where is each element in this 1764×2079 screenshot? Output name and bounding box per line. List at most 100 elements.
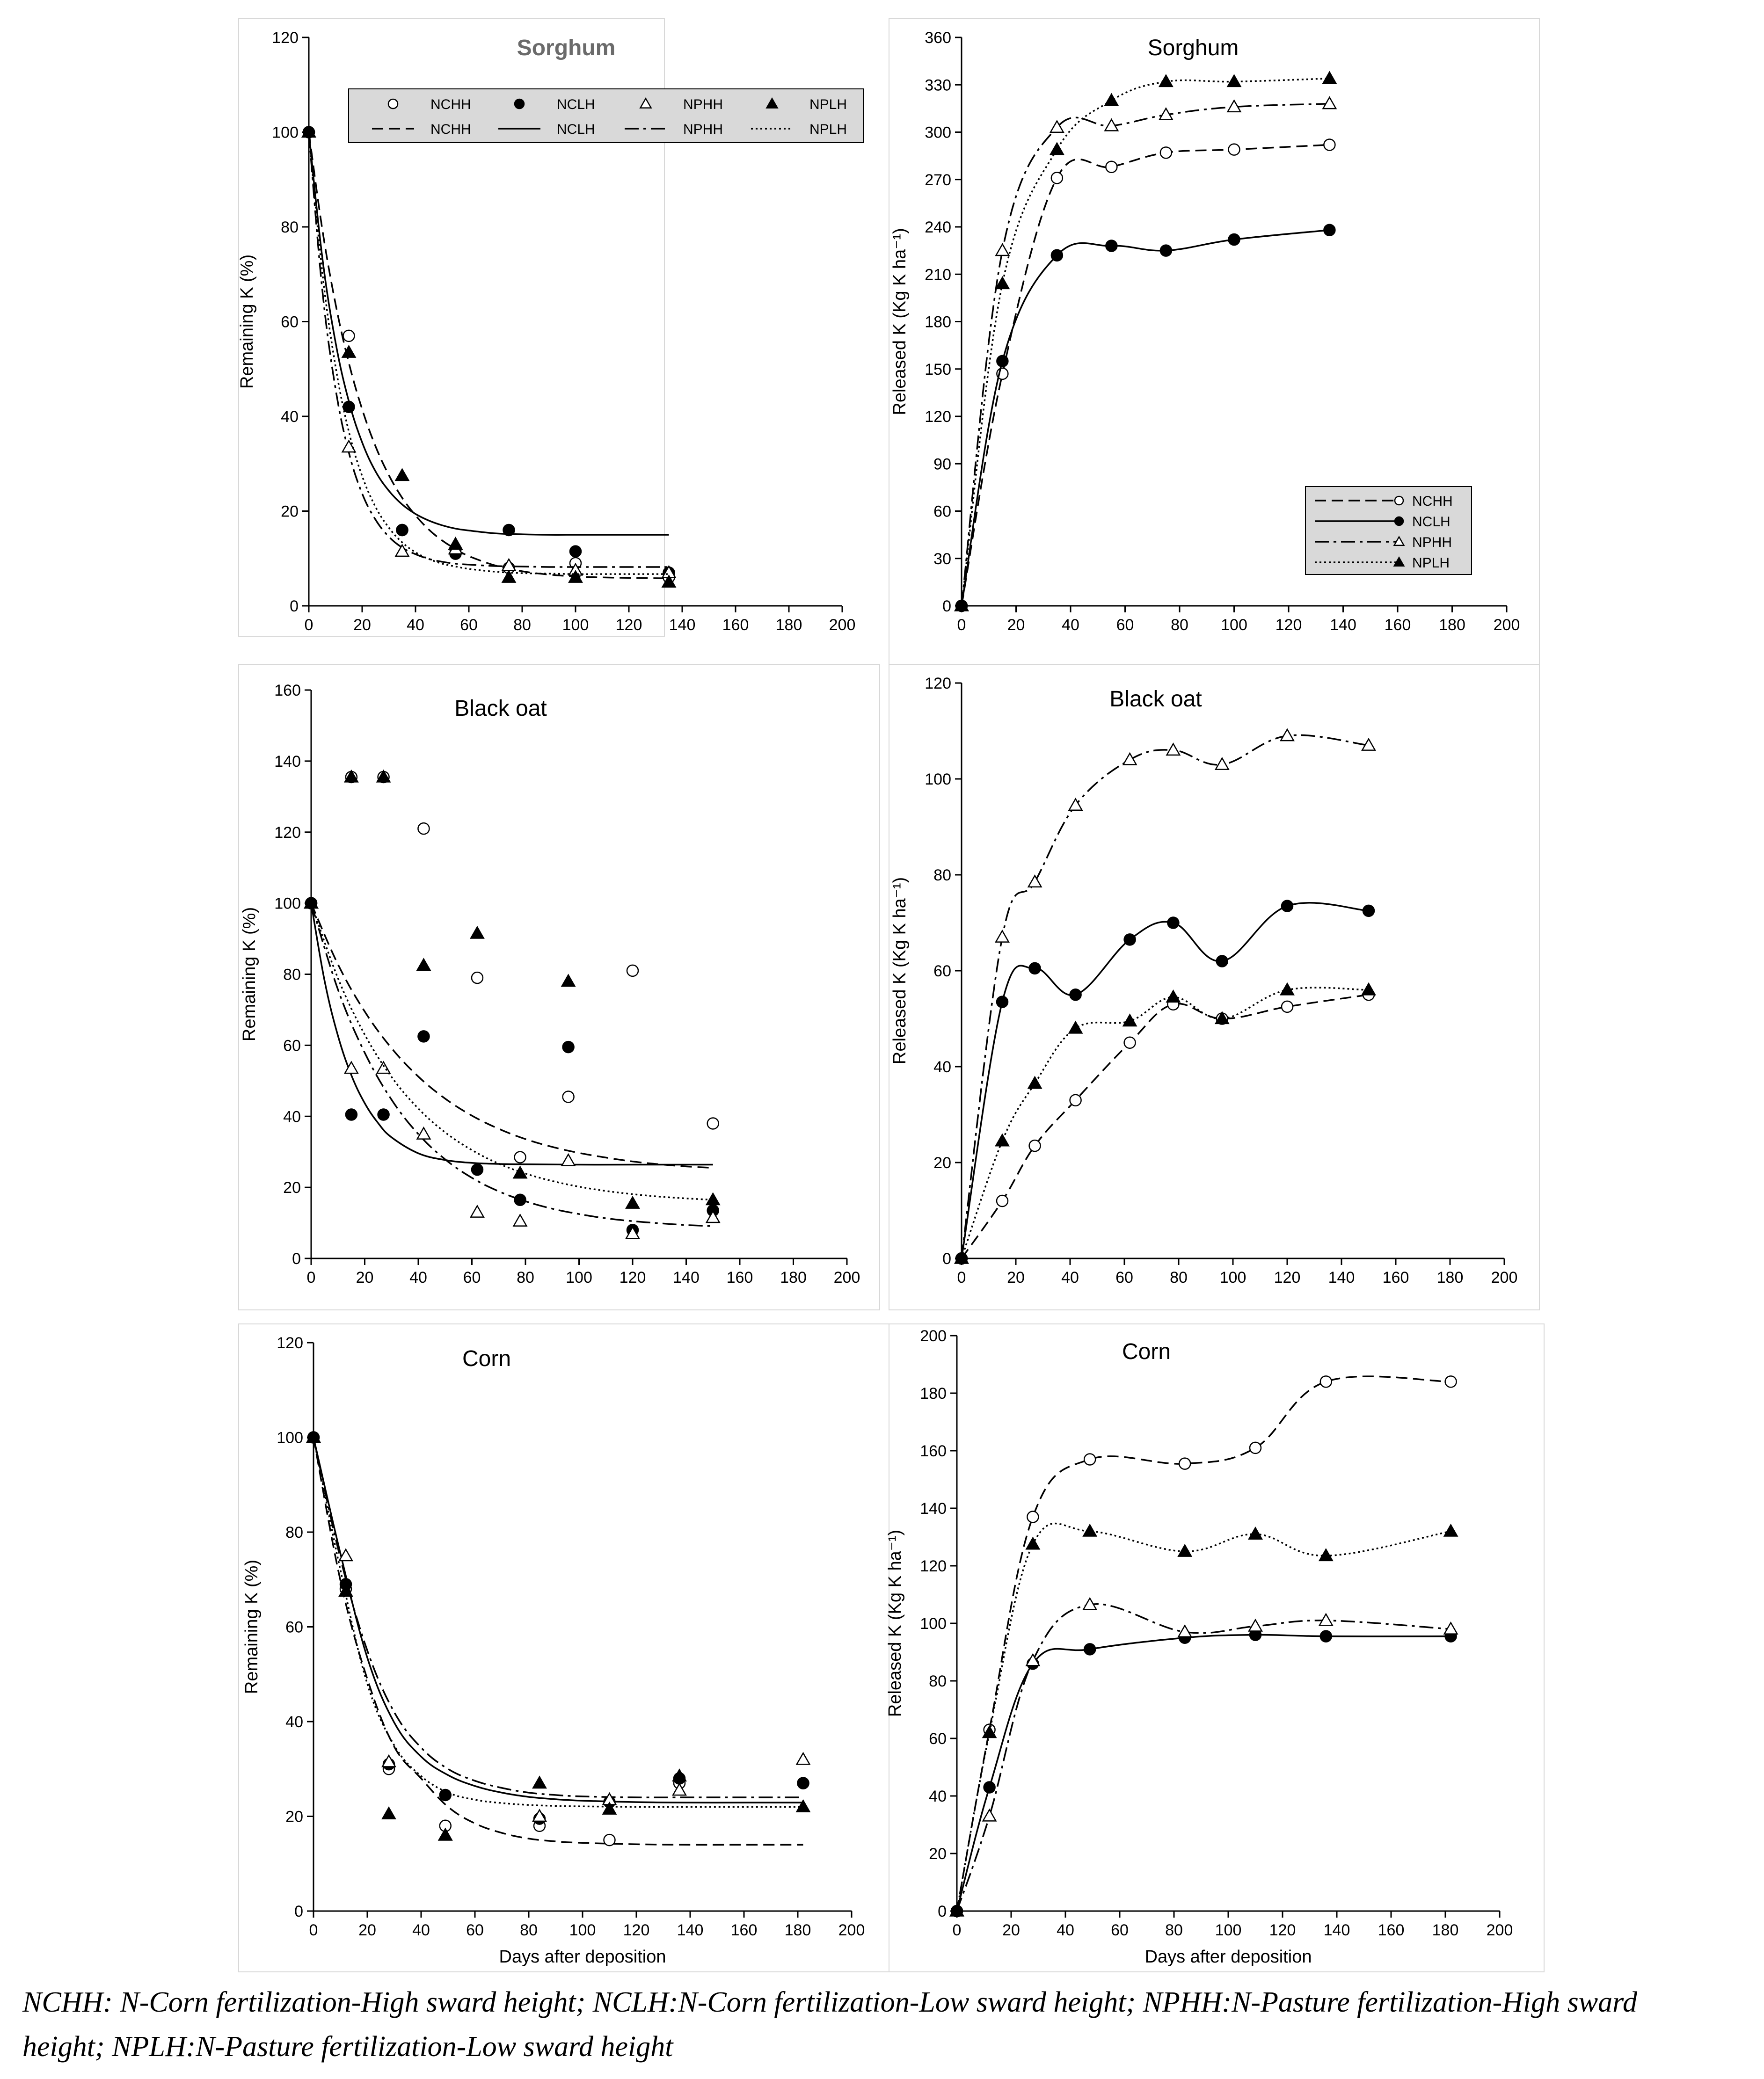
- data-point-NPLH: [954, 1250, 969, 1264]
- series-NCLH: [955, 224, 1336, 612]
- data-point-NPLH: [301, 124, 316, 138]
- x-tick-label: 100: [569, 1921, 596, 1939]
- data-point-NCLH: [1050, 249, 1064, 262]
- fit-line-NCHH: [308, 132, 669, 580]
- y-tick-label: 330: [925, 76, 951, 94]
- data-point-NPHH: [625, 1226, 640, 1239]
- data-point-NCHH: [1028, 1139, 1041, 1152]
- series-NPHH: [954, 728, 1376, 1264]
- data-point-NPLH: [1166, 989, 1181, 1003]
- series-line-NCHH: [956, 1375, 1451, 1912]
- legend-marker-NPLH: [1393, 556, 1405, 567]
- data-point-NPHH: [1214, 756, 1230, 770]
- y-tick-label: 60: [281, 313, 299, 331]
- legend-label: NCHH: [430, 122, 471, 137]
- x-tick-label: 120: [616, 616, 642, 634]
- data-point-NPLH: [995, 276, 1010, 290]
- legend-label: NPLH: [1412, 555, 1450, 571]
- y-tick-label: 180: [920, 1385, 947, 1403]
- x-tick-label: 160: [1385, 616, 1411, 634]
- fit-line-NPHH: [313, 1437, 803, 1798]
- x-tick-label: 80: [1170, 1269, 1188, 1287]
- series-NPLH: [301, 124, 677, 588]
- x-tick-label: 200: [834, 1269, 860, 1287]
- x-axis-title: Days after deposition: [1145, 1947, 1312, 1967]
- data-point-NCHH: [996, 1194, 1009, 1207]
- data-point-NCHH: [1323, 138, 1336, 151]
- y-tick-label: 0: [292, 1250, 301, 1268]
- data-point-NPLH: [1280, 982, 1295, 996]
- data-point-NPLH: [954, 598, 969, 611]
- chart-blackoat-remaining: 0 20 40 60 80 100 120 140 160 0 20 40 60 80 100 120 140 1…: [238, 664, 880, 1310]
- data-point-NPLH: [795, 1799, 811, 1812]
- data-point-NPLH: [661, 574, 677, 588]
- x-tick-label: 80: [513, 616, 531, 634]
- y-tick-label: 40: [285, 1713, 303, 1731]
- data-point-NPHH: [1177, 1624, 1193, 1638]
- data-point-NPLH: [949, 1903, 964, 1917]
- x-tick-label: 60: [1111, 1921, 1129, 1939]
- data-point-NPLH: [501, 569, 517, 583]
- y-tick-label: 100: [272, 124, 299, 142]
- data-point-NCLH: [996, 355, 1009, 368]
- x-tick-label: 20: [353, 616, 371, 634]
- x-tick-label: 20: [1007, 1269, 1025, 1287]
- x-tick-label: 20: [1007, 616, 1025, 634]
- fit-line-NPHH: [310, 903, 713, 1227]
- x-tick-label: 20: [358, 1921, 376, 1939]
- x-tick-label: 40: [407, 616, 424, 634]
- x-tick-label: 100: [566, 1269, 592, 1287]
- data-point-NPLH: [1027, 1076, 1042, 1089]
- legend-label: NCLH: [557, 97, 595, 112]
- data-point-NCLH: [503, 523, 515, 537]
- y-axis-title: Released K (Kg K ha⁻¹): [885, 1530, 905, 1717]
- x-tick-label: 80: [1165, 1921, 1183, 1939]
- y-tick-label: 270: [925, 171, 951, 189]
- data-point-NPLH: [512, 1165, 528, 1179]
- x-tick-label: 140: [1328, 1269, 1355, 1287]
- data-point-NPHH: [1361, 737, 1376, 751]
- chart-corn-remaining: 0 20 40 60 80 100 120 0 20 40 60 80 100 120 140 160 180 2…: [238, 1323, 889, 1972]
- x-tick-label: 120: [1276, 616, 1302, 634]
- x-tick-label: 100: [1221, 616, 1247, 634]
- y-tick-label: 60: [929, 1730, 947, 1748]
- x-tick-label: 40: [1062, 616, 1079, 634]
- y-tick-label: 0: [942, 597, 951, 615]
- x-tick-label: 80: [517, 1269, 534, 1287]
- x-tick-label: 160: [1378, 1921, 1405, 1939]
- legend-marker-NCLH: [514, 98, 525, 109]
- x-tick-label: 120: [620, 1269, 646, 1287]
- x-tick-label: 60: [460, 616, 478, 634]
- fit-line-NCLH: [308, 132, 669, 536]
- data-point-NCHH: [1050, 172, 1064, 184]
- data-point-NPLH: [1214, 1011, 1230, 1025]
- panel-frame: [889, 1323, 1545, 1972]
- data-point-NCHH: [1123, 1036, 1136, 1049]
- data-point-NPHH: [1049, 120, 1064, 133]
- data-point-NPLH: [1104, 93, 1119, 106]
- x-tick-label: 160: [727, 1269, 753, 1287]
- data-point-NCHH: [471, 971, 484, 984]
- x-tick-label: 180: [1437, 1269, 1464, 1287]
- data-point-NPHH: [995, 243, 1010, 256]
- y-tick-label: 300: [925, 124, 951, 142]
- data-point-NPLH: [306, 1430, 321, 1443]
- data-point-NPLH: [1082, 1523, 1098, 1537]
- series-line-NCLH: [961, 902, 1369, 1259]
- x-tick-label: 200: [1491, 1269, 1518, 1287]
- data-point-NCLH: [377, 1108, 390, 1121]
- y-tick-label: 30: [933, 550, 951, 568]
- y-tick-label: 0: [942, 1250, 951, 1268]
- data-point-NCLH: [1167, 916, 1180, 929]
- series-line-NPLH: [961, 987, 1369, 1259]
- data-point-NCHH: [1178, 1457, 1191, 1470]
- data-point-NPHH: [1068, 798, 1083, 811]
- caption-line-2: height; NPLH:N-Pasture fertilization-Low…: [22, 2031, 674, 2063]
- data-point-NPHH: [343, 1061, 359, 1074]
- data-point-NCHH: [626, 964, 639, 977]
- data-point-NPLH: [1177, 1543, 1193, 1557]
- y-tick-label: 80: [283, 966, 301, 984]
- panel-frame: [889, 18, 1540, 674]
- data-point-NCLH: [1319, 1630, 1333, 1643]
- y-tick-label: 80: [285, 1524, 303, 1541]
